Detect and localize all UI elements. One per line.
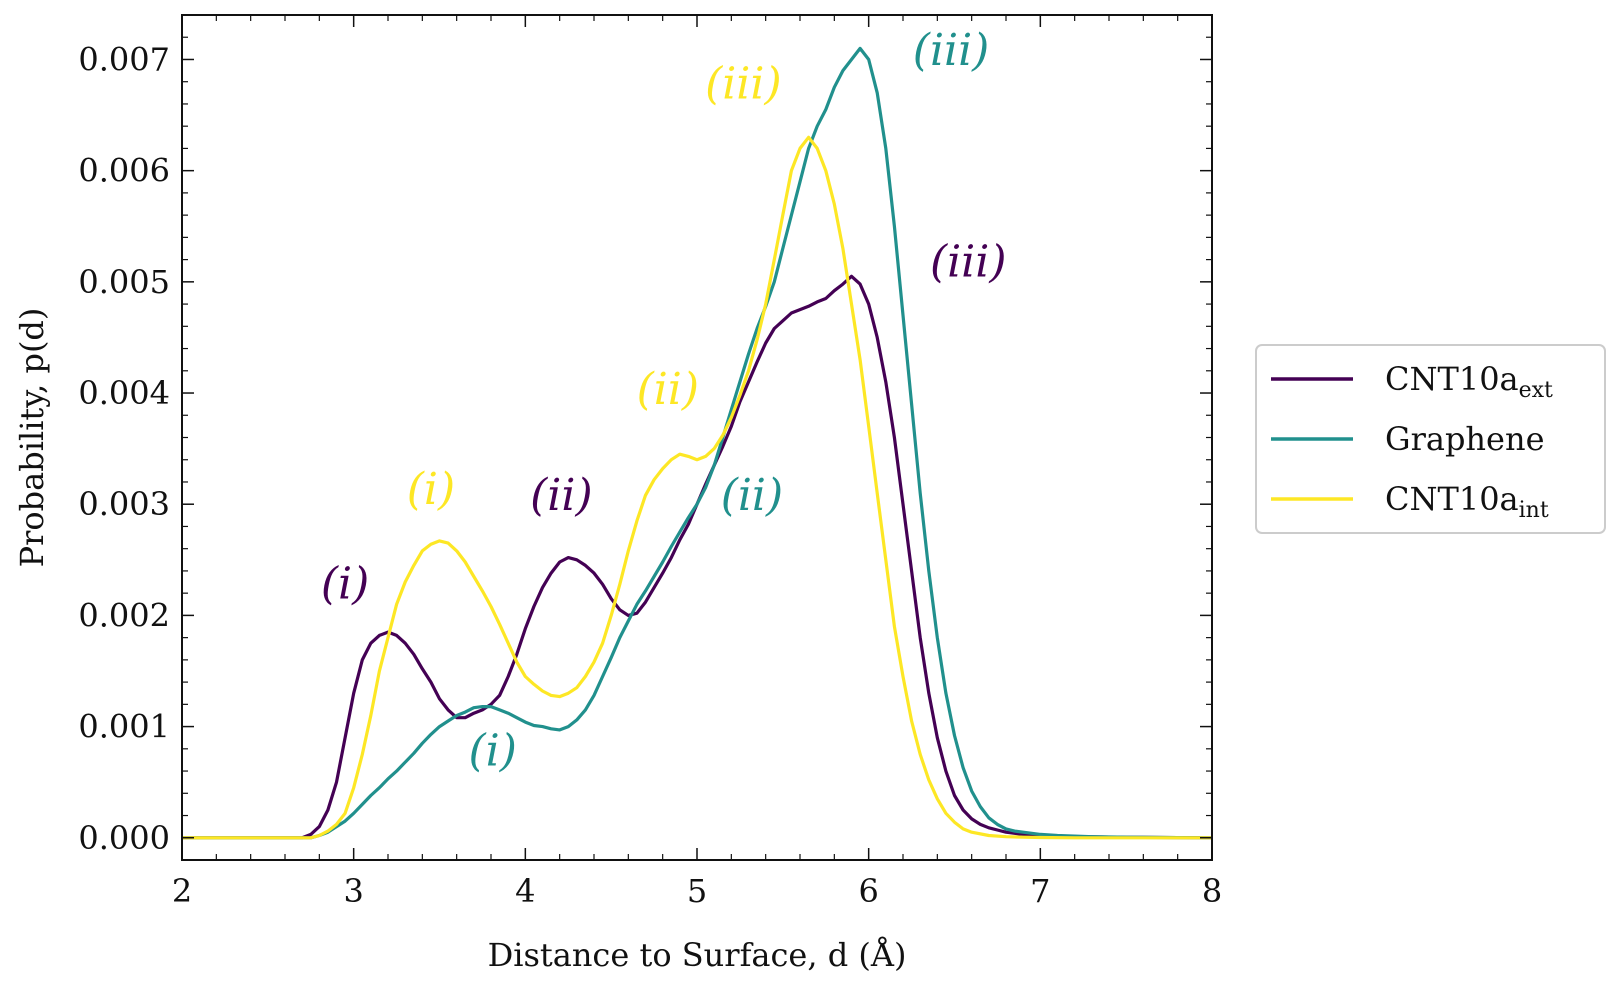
y-tick-label: 0.001: [78, 708, 170, 746]
x-tick-label: 2: [172, 872, 192, 910]
peak-label: (i): [321, 559, 369, 610]
x-tick-label: 7: [1030, 872, 1050, 910]
y-tick-label: 0.003: [78, 485, 170, 523]
series-line-1: [182, 46, 1213, 840]
series-layer: [182, 46, 1213, 840]
y-axis-label: Probability, p(d): [13, 308, 51, 568]
x-tick-label: 6: [858, 872, 878, 910]
peak-label: (iii): [913, 25, 990, 76]
legend-label: Graphene: [1385, 420, 1545, 458]
legend-item: Graphene: [1271, 420, 1545, 458]
x-tick-label: 3: [343, 872, 363, 910]
y-tick-label: 0.007: [78, 40, 170, 78]
series-line-0: [182, 274, 1213, 840]
y-tick-label: 0.002: [78, 596, 170, 634]
peak-label: (i): [469, 725, 517, 776]
plot-frame: [181, 14, 1213, 861]
peak-annotations: (i) (ii) (iii) (i) (ii) (iii) (i) (ii) (iii): [321, 25, 1007, 776]
x-tick-label: 5: [687, 872, 707, 910]
peak-label: (ii): [530, 470, 592, 521]
y-tick-label: 0.004: [78, 374, 170, 412]
x-tick-label: 4: [515, 872, 535, 910]
y-tick-label: 0.006: [78, 152, 170, 190]
y-tick-label: 0.005: [78, 263, 170, 301]
x-axis-label: Distance to Surface, d (Å): [488, 936, 907, 974]
peak-label: (i): [407, 464, 455, 515]
peak-label: (iii): [705, 58, 782, 109]
legend-item: CNT10aext: [1271, 360, 1553, 403]
peak-label: (ii): [721, 470, 783, 521]
x-tick-label: 8: [1202, 872, 1222, 910]
plot-area: (i) (ii) (iii) (i) (ii) (iii) (i) (ii) (iii) 2 3 4…: [78, 14, 1222, 910]
axis-ticks: 2 3 4 5 6 7 8 0.000 0.001 0.002 0.003 0.004 0.005 0.0…: [78, 15, 1222, 910]
peak-label: (iii): [930, 236, 1007, 287]
legend-box: [1255, 344, 1606, 534]
y-tick-label: 0.000: [78, 819, 170, 857]
series-line-2: [182, 135, 1212, 840]
peak-label: (ii): [637, 364, 699, 415]
